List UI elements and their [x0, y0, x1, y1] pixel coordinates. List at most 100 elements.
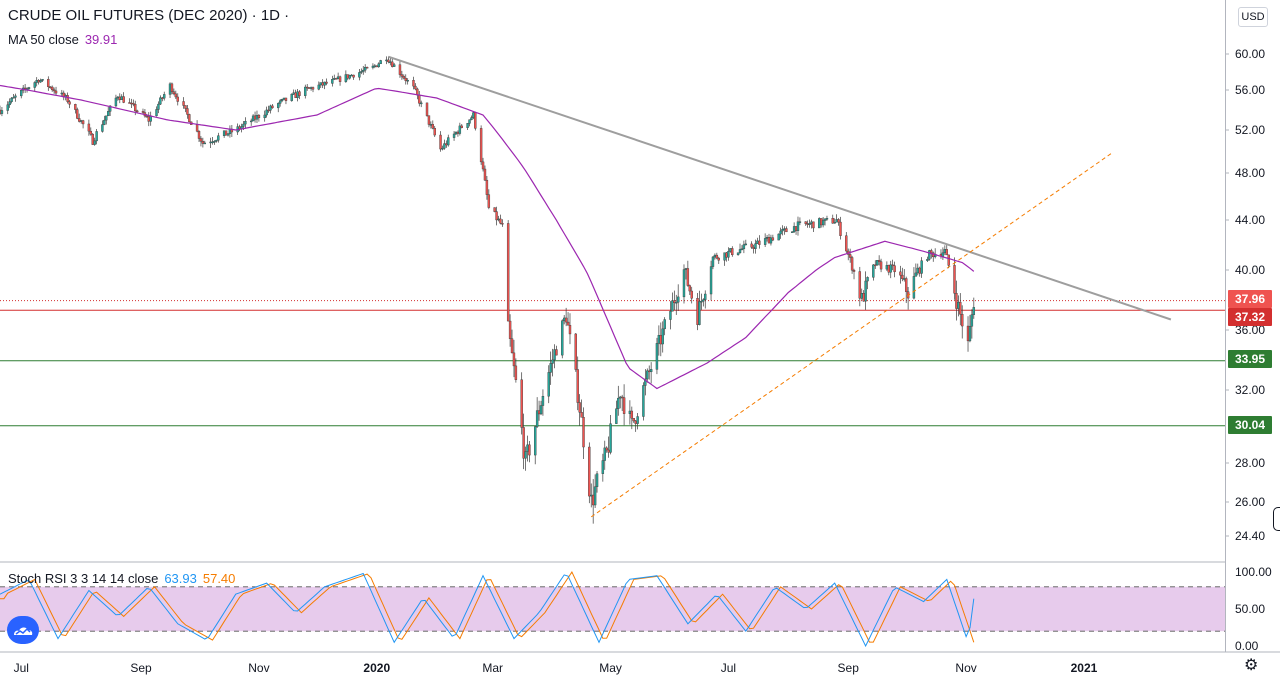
candle-body: [930, 250, 933, 254]
stoch-d-line: [0, 570, 975, 643]
candle-body: [514, 365, 518, 380]
candle-body: [145, 115, 149, 118]
candle-body: [862, 293, 865, 302]
candle-body: [852, 270, 856, 272]
stoch-d-value: 57.40: [202, 571, 236, 586]
stoch-tick-label: 0.00: [1235, 639, 1259, 653]
candle-body: [147, 116, 150, 122]
candle-body: [350, 74, 353, 77]
candle-body: [957, 301, 960, 309]
time-tick-label: Jul: [721, 661, 736, 675]
candle-body: [497, 218, 500, 221]
candle-body: [184, 105, 187, 109]
candle-body: [928, 250, 931, 260]
candle-body: [311, 87, 315, 90]
candle-body: [317, 84, 321, 90]
candle-body: [87, 123, 91, 132]
candle-body: [290, 93, 293, 101]
currency-button[interactable]: USD: [1238, 7, 1268, 27]
candle-body: [10, 97, 13, 102]
candle-body: [495, 211, 498, 221]
stoch-label[interactable]: Stoch RSI 3 3 14 14 close: [8, 571, 159, 586]
candle-body: [78, 118, 81, 122]
stoch-tick-label: 50.00: [1235, 602, 1265, 616]
candle-body: [756, 240, 759, 244]
candle-body: [580, 412, 583, 418]
candle-body: [414, 85, 417, 90]
candle-body: [891, 264, 894, 267]
candle-body: [622, 397, 626, 414]
candle-body: [348, 75, 351, 79]
candle-body: [781, 229, 784, 232]
price-tick-label: 24.40: [1235, 529, 1265, 543]
candle-body: [646, 370, 649, 380]
price-tick-label: 60.00: [1235, 47, 1265, 61]
candle-body: [659, 334, 663, 345]
candle-body: [709, 266, 713, 295]
candle-body: [74, 104, 77, 110]
candle-body: [466, 123, 469, 128]
candle-body: [116, 96, 120, 99]
candle-body: [429, 124, 433, 126]
candle-body: [371, 65, 375, 68]
candle-body: [620, 396, 624, 399]
candle-body: [588, 446, 591, 497]
candle-body: [920, 260, 923, 274]
stoch-band: [0, 586, 1225, 632]
logo-button[interactable]: [7, 616, 39, 644]
candle-body: [50, 86, 54, 91]
candle-body: [454, 131, 458, 135]
settings-gear-icon[interactable]: ⚙: [1244, 657, 1259, 674]
candle-body: [176, 96, 179, 102]
candle-body: [155, 109, 158, 117]
candle-body: [676, 296, 680, 303]
candle-body: [472, 112, 475, 118]
symbol-title[interactable]: CRUDE OIL FUTURES (DEC 2020) · 1D ·: [8, 7, 290, 24]
candle-body: [215, 139, 218, 142]
scale-drag-handle[interactable]: [1273, 507, 1280, 531]
candle-body: [899, 271, 902, 276]
stoch-rsi-pane: [0, 570, 1225, 648]
candle-body: [943, 249, 947, 254]
candle-body: [609, 423, 612, 453]
candle-body: [249, 120, 253, 123]
candle-body: [362, 69, 365, 72]
candle-body: [483, 168, 487, 181]
candle-body: [796, 221, 800, 231]
descending-trendline: [388, 55, 1172, 321]
candle-body: [499, 218, 502, 224]
candle-body: [365, 67, 369, 69]
candle-body: [812, 221, 815, 229]
candle-body: [52, 89, 56, 92]
ma-label[interactable]: MA 50 close: [8, 32, 79, 47]
candle-body: [808, 223, 811, 225]
candle-body: [267, 109, 270, 112]
candle-body: [197, 131, 201, 139]
candle-body: [400, 74, 404, 77]
ma-legend: MA 50 close 39.91: [8, 32, 117, 47]
candle-body: [103, 119, 106, 125]
time-tick-label: Jul: [14, 661, 29, 675]
candle-body: [406, 80, 409, 82]
stoch-k-line: [0, 572, 975, 648]
candle-body: [377, 63, 380, 68]
candle-body: [479, 128, 483, 163]
candle-body: [439, 134, 442, 150]
time-tick-label: Sep: [130, 661, 152, 675]
candle-body: [47, 78, 50, 88]
candle-body: [848, 254, 852, 258]
candle-body: [874, 264, 877, 267]
candle-body: [174, 93, 178, 98]
candle-body: [562, 317, 566, 321]
candle-body: [263, 114, 266, 119]
candle-body: [576, 369, 579, 403]
candle-body: [238, 126, 241, 129]
candle-body: [825, 218, 829, 220]
candle-body: [941, 252, 945, 257]
candle-body: [385, 59, 388, 62]
candle-body: [630, 410, 634, 419]
grid: [0, 0, 1280, 653]
candle-body: [914, 272, 918, 277]
candle-body: [213, 141, 216, 143]
